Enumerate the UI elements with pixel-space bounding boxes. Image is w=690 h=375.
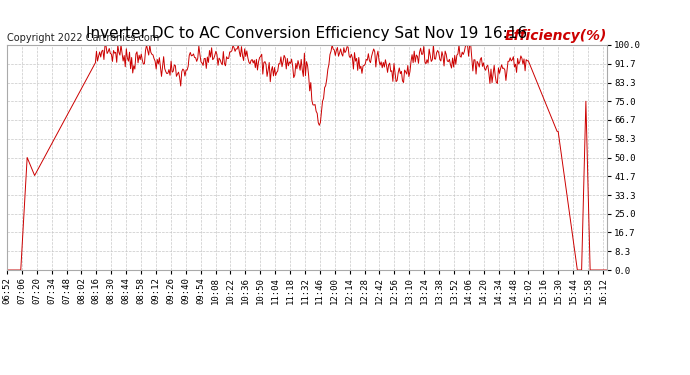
Text: Efficiency(%): Efficiency(%) <box>505 29 607 43</box>
Title: Inverter DC to AC Conversion Efficiency Sat Nov 19 16:16: Inverter DC to AC Conversion Efficiency … <box>86 26 528 41</box>
Text: Copyright 2022 Cartronics.com: Copyright 2022 Cartronics.com <box>7 33 159 43</box>
